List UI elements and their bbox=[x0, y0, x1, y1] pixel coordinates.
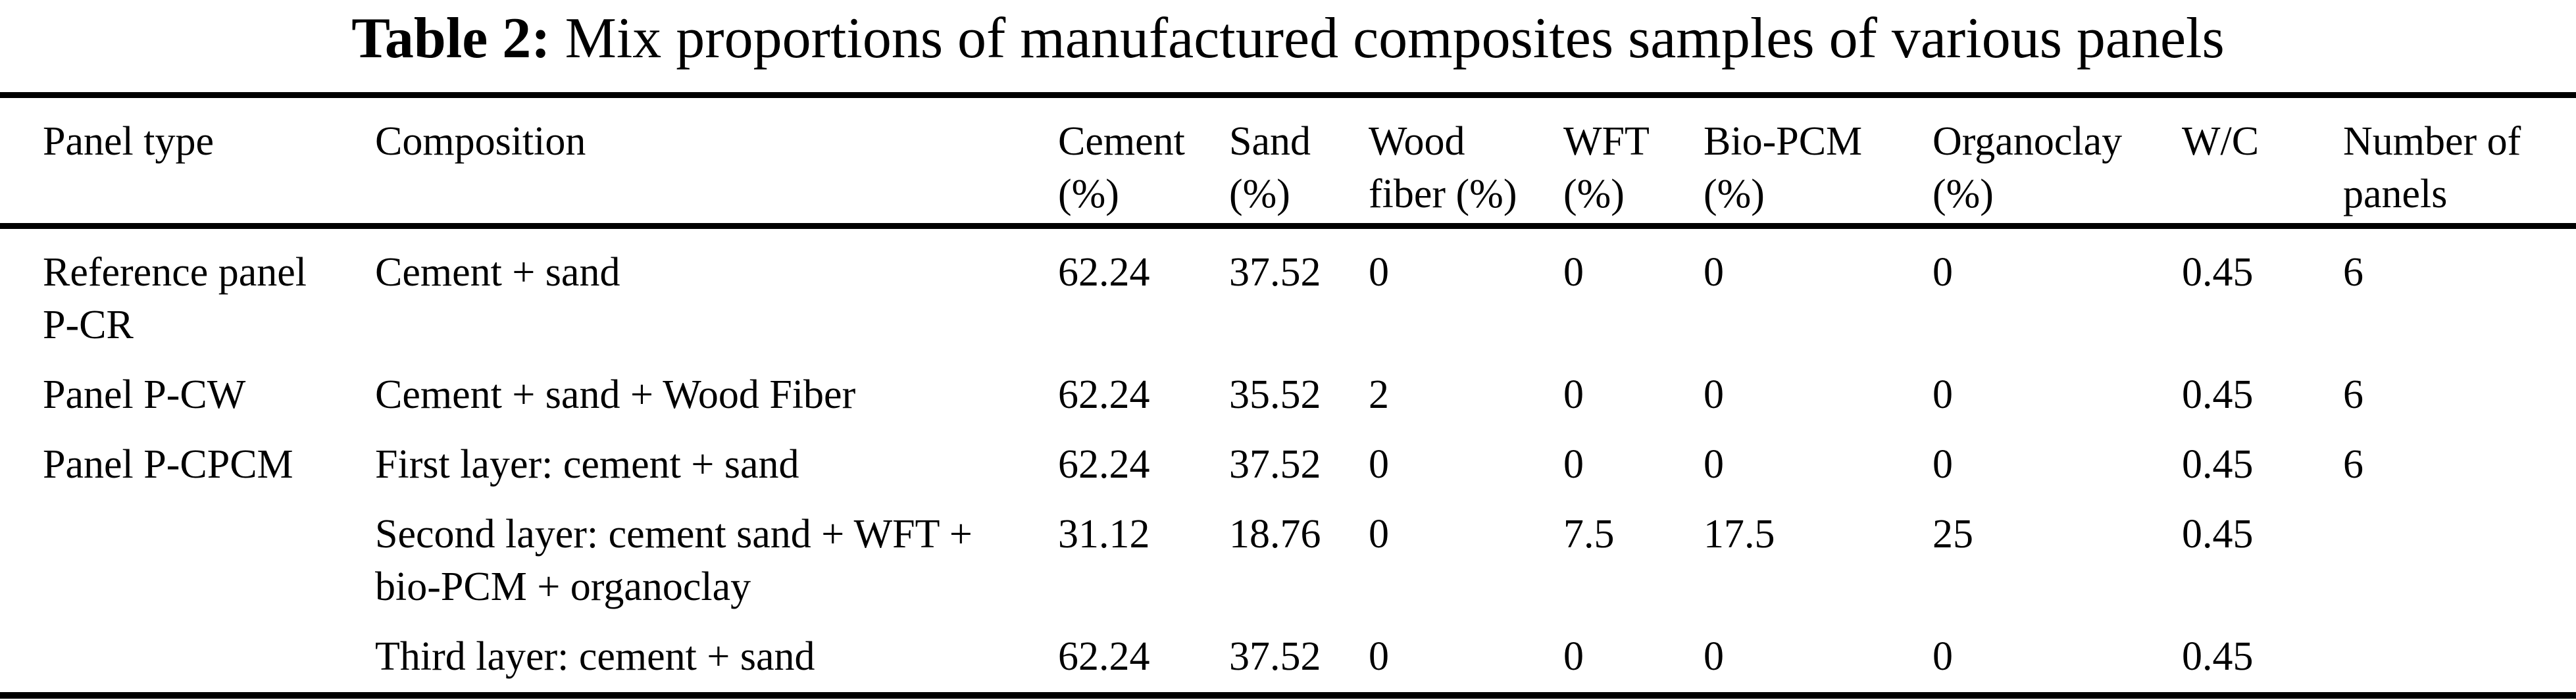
cell-sand: 37.52 bbox=[1229, 634, 1321, 679]
cell-panel-type: Panel P-CPCM bbox=[43, 442, 293, 487]
column-header-bio-pcm: Bio-PCM (%) bbox=[1704, 95, 1932, 229]
cell-organoclay: 0 bbox=[1932, 442, 1953, 487]
cell-bio-pcm: 0 bbox=[1704, 250, 1724, 295]
cell-bio-pcm: 0 bbox=[1704, 442, 1724, 487]
table-row: Third layer: cement + sand 62.24 37.52 0… bbox=[0, 630, 2576, 695]
cell-wood-fiber: 0 bbox=[1369, 634, 1389, 679]
cell-panel-type bbox=[0, 630, 375, 695]
cell-panel-type: Reference panel P-CR bbox=[43, 250, 307, 347]
cell-wft: 7.5 bbox=[1563, 512, 1615, 557]
cell-wood-fiber: 2 bbox=[1369, 372, 1389, 417]
table-caption-text: Mix proportions of manufactured composit… bbox=[565, 7, 2225, 70]
table-row: Reference panel P-CR Cement + sand 62.24… bbox=[0, 226, 2576, 369]
cell-wc: 0.45 bbox=[2182, 634, 2254, 679]
cell-cement: 62.24 bbox=[1058, 442, 1150, 487]
cell-wft: 0 bbox=[1563, 634, 1584, 679]
cell-composition: Third layer: cement + sand bbox=[375, 634, 815, 679]
cell-num-panels: 6 bbox=[2343, 250, 2363, 295]
column-header-wc: W/C bbox=[2182, 95, 2343, 229]
cell-num-panels: 6 bbox=[2343, 442, 2363, 487]
cell-organoclay: 25 bbox=[1932, 512, 1973, 557]
cell-wft: 0 bbox=[1563, 372, 1584, 417]
mix-proportions-table: Panel type Composition Cement (%) Sand (… bbox=[0, 92, 2576, 699]
cell-composition: First layer: cement + sand bbox=[375, 442, 799, 487]
cell-cement: 62.24 bbox=[1058, 372, 1150, 417]
cell-organoclay: 0 bbox=[1932, 372, 1953, 417]
cell-sand: 37.52 bbox=[1229, 250, 1321, 295]
table-row: Panel P-CPCM First layer: cement + sand … bbox=[0, 438, 2576, 508]
cell-cement: 62.24 bbox=[1058, 634, 1150, 679]
cell-num-panels: 6 bbox=[2343, 372, 2363, 417]
column-header-wft: WFT (%) bbox=[1563, 95, 1704, 229]
cell-panel-type bbox=[0, 508, 375, 630]
cell-wc: 0.45 bbox=[2182, 512, 2254, 557]
cell-cement: 31.12 bbox=[1058, 512, 1150, 557]
table-row: Panel P-CW Cement + sand + Wood Fiber 62… bbox=[0, 368, 2576, 438]
cell-wood-fiber: 0 bbox=[1369, 512, 1389, 557]
column-header-panel-type: Panel type bbox=[0, 95, 375, 229]
cell-organoclay: 0 bbox=[1932, 634, 1953, 679]
column-header-number-of-panels: Number of panels bbox=[2343, 95, 2576, 229]
cell-sand: 18.76 bbox=[1229, 512, 1321, 557]
column-header-wood-fiber: Wood fiber (%) bbox=[1369, 95, 1563, 229]
cell-cement: 62.24 bbox=[1058, 250, 1150, 295]
cell-composition: Cement + sand + Wood Fiber bbox=[375, 372, 856, 417]
cell-wc: 0.45 bbox=[2182, 372, 2254, 417]
cell-composition: Second layer: cement sand + WFT + bio-PC… bbox=[375, 512, 972, 609]
cell-panel-type: Panel P-CW bbox=[43, 372, 246, 417]
header-row: Panel type Composition Cement (%) Sand (… bbox=[0, 95, 2576, 229]
cell-bio-pcm: 17.5 bbox=[1704, 512, 1775, 557]
column-header-cement: Cement (%) bbox=[1058, 95, 1229, 229]
cell-wood-fiber: 0 bbox=[1369, 250, 1389, 295]
column-header-organoclay: Organoclay (%) bbox=[1932, 95, 2182, 229]
cell-num-panels bbox=[2343, 508, 2576, 630]
cell-bio-pcm: 0 bbox=[1704, 372, 1724, 417]
table-caption: Table 2: Mix proportions of manufactured… bbox=[0, 3, 2576, 75]
column-header-composition: Composition bbox=[375, 95, 1058, 229]
cell-wc: 0.45 bbox=[2182, 442, 2254, 487]
cell-bio-pcm: 0 bbox=[1704, 634, 1724, 679]
cell-wood-fiber: 0 bbox=[1369, 442, 1389, 487]
cell-sand: 35.52 bbox=[1229, 372, 1321, 417]
cell-wft: 0 bbox=[1563, 250, 1584, 295]
cell-sand: 37.52 bbox=[1229, 442, 1321, 487]
cell-num-panels bbox=[2343, 630, 2576, 695]
cell-wft: 0 bbox=[1563, 442, 1584, 487]
cell-organoclay: 0 bbox=[1932, 250, 1953, 295]
cell-composition: Cement + sand bbox=[375, 250, 620, 295]
table-caption-label: Table 2: bbox=[351, 7, 551, 70]
cell-wc: 0.45 bbox=[2182, 250, 2254, 295]
column-header-sand: Sand (%) bbox=[1229, 95, 1369, 229]
table-row: Second layer: cement sand + WFT + bio-PC… bbox=[0, 508, 2576, 630]
